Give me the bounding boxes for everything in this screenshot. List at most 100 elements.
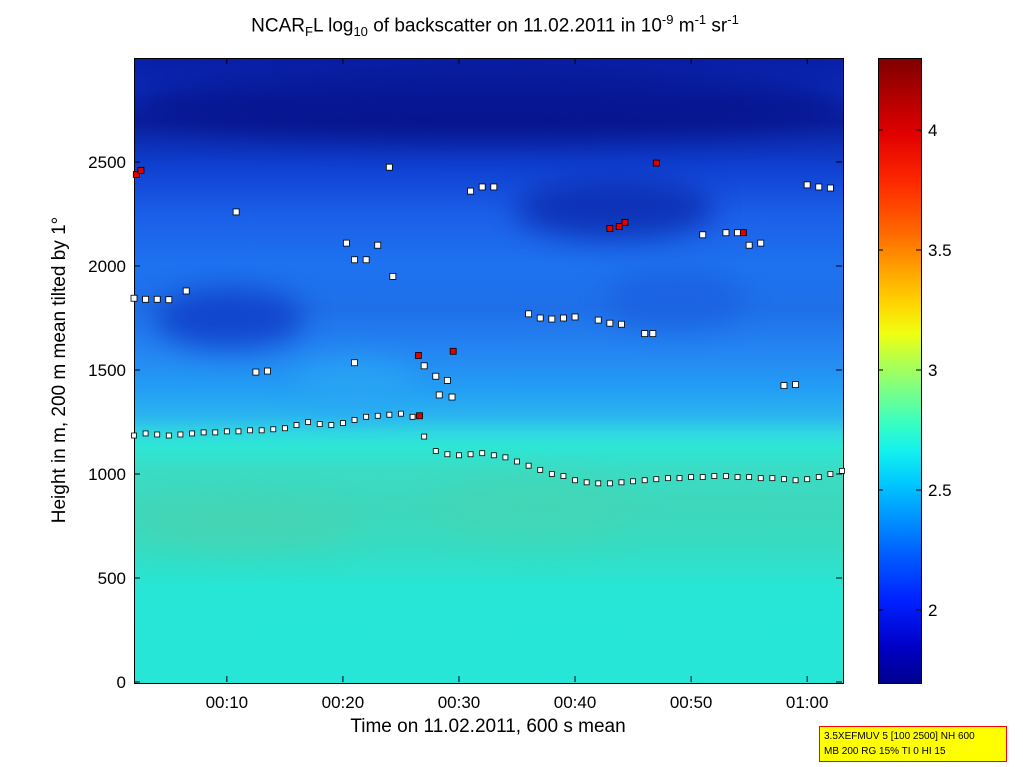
boundary-layer-marker (247, 427, 253, 434)
layer-marker (525, 310, 533, 318)
boundary-layer-marker (316, 421, 323, 427)
layer-marker (351, 359, 358, 367)
boundary-layer-marker (490, 452, 497, 459)
x-tick-label: 00:10 (206, 693, 249, 712)
colorbar-tick-label: 2 (928, 601, 937, 620)
boundary-layer-marker (444, 451, 451, 458)
boundary-layer-marker (688, 474, 695, 481)
boundary-layer-marker (467, 451, 474, 458)
layer-marker (536, 314, 544, 322)
layer-marker (137, 166, 145, 174)
layer-marker (142, 295, 150, 303)
boundary-layer-marker (734, 474, 741, 481)
layer-marker (739, 229, 747, 237)
settings-note-line1: 3.5XEFMUV 5 [100 2500] NH 600 (824, 731, 975, 742)
layer-marker (490, 183, 498, 191)
boundary-layer-marker (792, 477, 799, 484)
boundary-layer-marker (572, 477, 578, 484)
y-axis-label: Height in m, 200 m mean tilted by 1° (49, 216, 70, 524)
heatmap-plot-area (134, 58, 844, 684)
boundary-layer-marker (723, 473, 729, 479)
layer-marker (432, 372, 440, 380)
layer-marker (618, 320, 625, 328)
layer-marker (649, 330, 657, 338)
boundary-layer-marker (676, 475, 683, 482)
layer-marker (780, 382, 788, 390)
settings-note: 3.5XEFMUV 5 [100 2500] NH 600 MB 200 RG … (819, 726, 1007, 762)
boundary-layer-marker (200, 429, 207, 436)
colorbar-tick-label: 3.5 (928, 241, 952, 260)
layer-marker (560, 314, 567, 322)
layer-marker (414, 352, 422, 359)
layer-marker (478, 183, 486, 191)
boundary-layer-marker (340, 420, 346, 426)
layer-marker (448, 393, 456, 401)
layer-marker (416, 412, 423, 420)
layer-marker (815, 183, 823, 191)
y-tick-label: 1500 (88, 361, 126, 380)
boundary-layer-marker (305, 419, 311, 425)
boundary-layer-marker (398, 410, 404, 417)
layer-marker (153, 295, 161, 303)
boundary-layer-marker (618, 479, 625, 486)
y-tick-label: 2000 (88, 257, 126, 276)
layer-marker (571, 313, 579, 321)
boundary-layer-marker (189, 430, 195, 437)
boundary-layer-marker (781, 476, 787, 483)
boundary-layer-marker (351, 417, 358, 423)
layer-marker (745, 241, 753, 249)
layer-marker (757, 239, 765, 247)
boundary-layer-marker (293, 422, 300, 429)
y-tick-label: 500 (98, 569, 126, 588)
boundary-layer-marker (502, 454, 509, 461)
boundary-layer-marker (665, 475, 671, 482)
boundary-layer-marker (653, 476, 660, 483)
layer-marker (699, 231, 707, 239)
x-axis-label: Time on 11.02.2011, 600 s mean (350, 716, 626, 737)
boundary-layer-marker (154, 431, 161, 438)
layer-marker (389, 272, 397, 280)
boundary-layer-marker (165, 432, 172, 439)
layer-marker (362, 256, 370, 264)
x-tick-label: 00:50 (670, 693, 713, 712)
layer-marker (803, 181, 811, 189)
boundary-layer-marker (142, 430, 149, 437)
boundary-layer-marker (525, 462, 532, 469)
boundary-layer-marker (595, 480, 602, 487)
y-tick-label: 0 (117, 673, 126, 692)
layer-marker (641, 330, 649, 338)
x-tick-label: 01:00 (786, 693, 829, 712)
layer-marker (594, 316, 602, 324)
boundary-layer-marker (711, 473, 718, 479)
boundary-layer-marker (839, 467, 845, 474)
boundary-layer-marker (456, 452, 462, 459)
x-tick-label: 00:30 (438, 693, 481, 712)
layer-marker (264, 367, 271, 375)
layer-marker (252, 368, 260, 376)
layer-marker (232, 208, 240, 216)
boundary-layer-marker (827, 471, 834, 477)
layer-marker (548, 315, 556, 323)
boundary-layer-marker (131, 432, 137, 439)
boundary-layer-marker (514, 458, 520, 465)
layer-marker (606, 225, 614, 232)
x-tick-label: 00:20 (322, 693, 365, 712)
boundary-layer-marker (270, 426, 277, 433)
boundary-layer-marker (409, 413, 416, 420)
layer-marker (621, 218, 629, 226)
layer-marker (435, 391, 443, 399)
boundary-layer-marker (281, 425, 288, 432)
boundary-layer-marker (804, 476, 811, 483)
boundary-layer-marker (769, 475, 776, 482)
boundary-layer-marker (606, 480, 613, 487)
layer-marker (351, 256, 358, 264)
y-tick-label: 1000 (88, 465, 126, 484)
layer-marker (792, 381, 799, 388)
layer-marker (734, 229, 741, 237)
boundary-layer-marker (641, 477, 648, 484)
boundary-layer-marker (746, 474, 753, 481)
layer-marker (374, 241, 382, 249)
y-tick-label: 2500 (88, 153, 126, 172)
layer-marker (385, 163, 393, 171)
settings-note-line2: MB 200 RG 15% TI 0 HI 15 (824, 746, 946, 757)
